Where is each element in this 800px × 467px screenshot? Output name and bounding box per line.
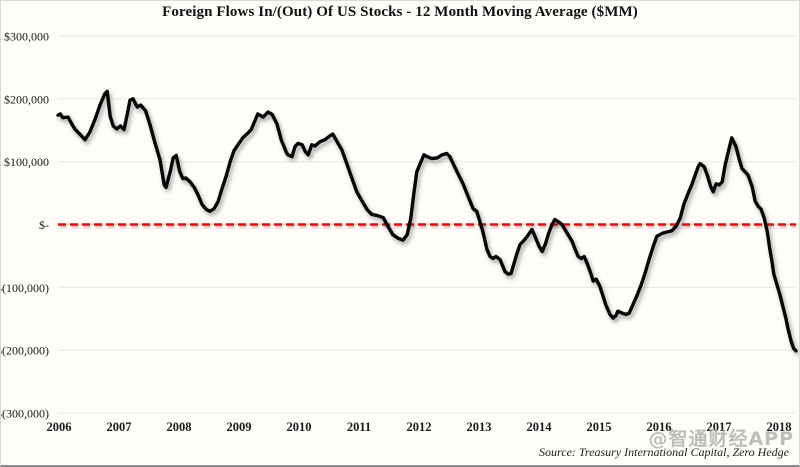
x-tick-label: 2018 (767, 420, 792, 434)
x-tick-label: 2009 (227, 420, 252, 434)
x-tick-label: 2007 (107, 420, 132, 434)
x-tick-label: 2014 (527, 420, 553, 434)
y-tick-label: $200,000 (4, 92, 49, 106)
x-tick-label: 2016 (647, 420, 672, 434)
x-tick-label: 2010 (287, 420, 312, 434)
y-tick-label: $- (39, 218, 49, 232)
x-tick-label: 2017 (707, 420, 732, 434)
source-note: Source: Treasury International Capital, … (539, 445, 789, 459)
x-tick-label: 2011 (347, 420, 371, 434)
flows-line-series (56, 89, 798, 353)
chart-title: Foreign Flows In/(Out) Of US Stocks - 12… (162, 4, 638, 20)
x-tick-label: 2012 (407, 420, 432, 434)
y-tick-label: $(200,000) (1, 344, 49, 358)
x-tick-label: 2006 (47, 420, 72, 434)
x-tick-label: 2008 (167, 420, 192, 434)
y-tick-label: $(100,000) (1, 281, 49, 295)
x-tick-label: 2015 (587, 420, 612, 434)
x-tick-label: 2013 (467, 420, 492, 434)
y-tick-label: $(300,000) (1, 407, 49, 421)
y-tick-label: $100,000 (4, 155, 49, 169)
watermark: @智通财经APP (648, 428, 794, 450)
y-tick-label: $300,000 (4, 30, 49, 44)
